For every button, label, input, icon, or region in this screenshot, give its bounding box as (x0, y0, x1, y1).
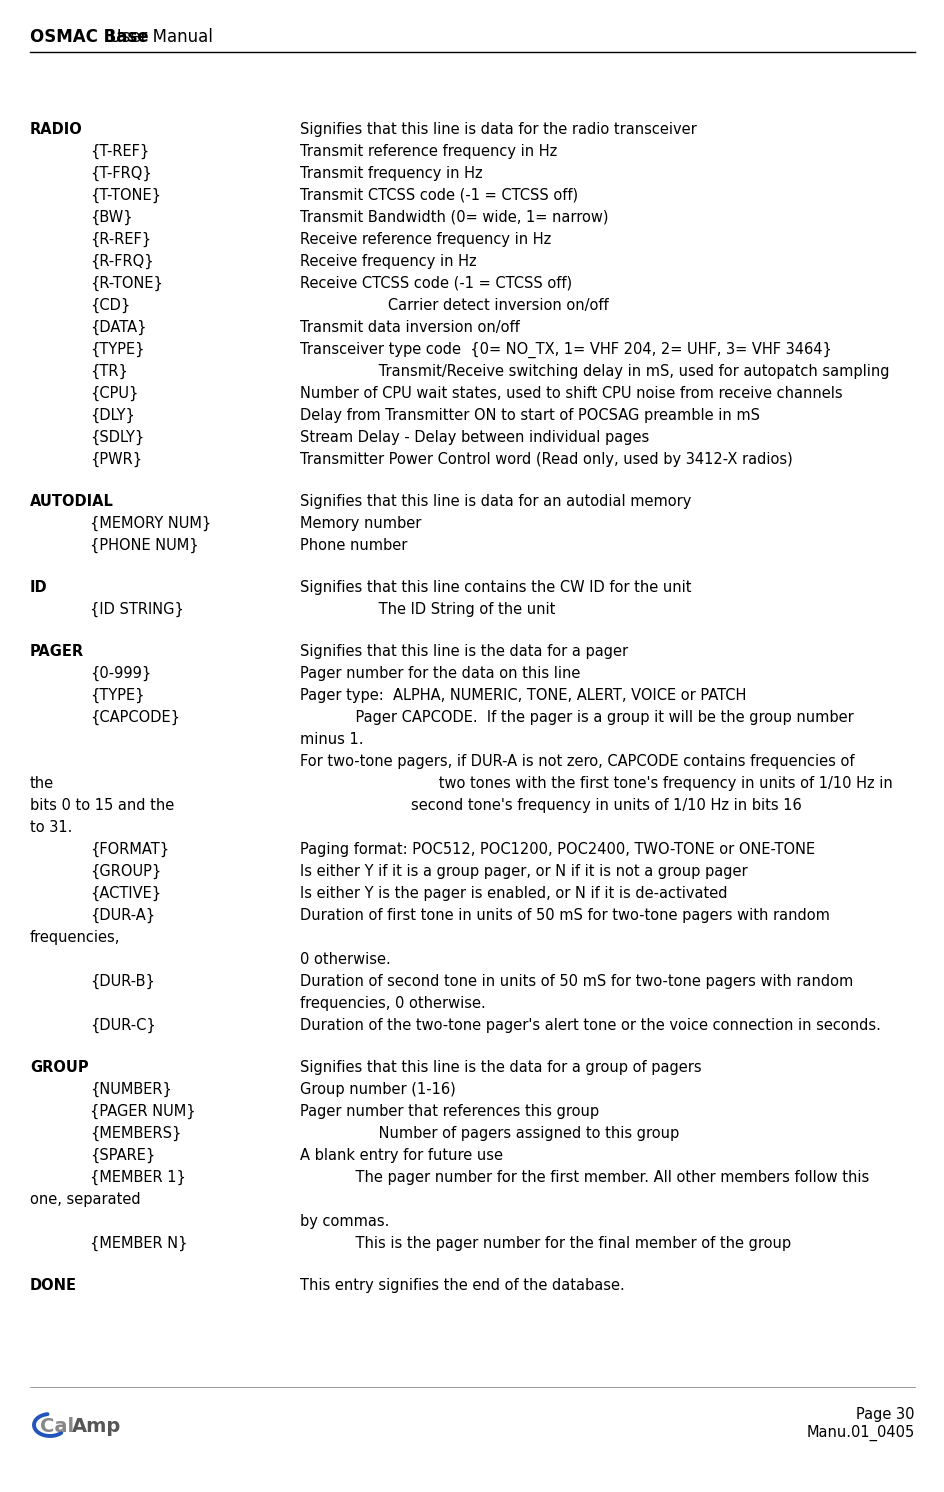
Text: Signifies that this line contains the CW ID for the unit: Signifies that this line contains the CW… (299, 580, 691, 595)
Text: {PWR}: {PWR} (90, 452, 142, 467)
Text: {PAGER NUM}: {PAGER NUM} (90, 1104, 195, 1119)
Text: the: the (30, 776, 54, 791)
Text: {CPU}: {CPU} (90, 386, 138, 401)
Text: {DUR-A}: {DUR-A} (90, 909, 155, 924)
Text: PAGER: PAGER (30, 645, 84, 659)
Text: minus 1.: minus 1. (299, 733, 363, 747)
Text: AUTODIAL: AUTODIAL (30, 494, 114, 509)
Text: Pager type:  ALPHA, NUMERIC, TONE, ALERT, VOICE or PATCH: Pager type: ALPHA, NUMERIC, TONE, ALERT,… (299, 688, 746, 703)
Text: Receive frequency in Hz: Receive frequency in Hz (299, 254, 476, 269)
Text: Stream Delay - Delay between individual pages: Stream Delay - Delay between individual … (299, 430, 649, 445)
Text: Receive CTCSS code (-1 = CTCSS off): Receive CTCSS code (-1 = CTCSS off) (299, 276, 571, 291)
Text: {BW}: {BW} (90, 210, 132, 225)
Text: Receive reference frequency in Hz: Receive reference frequency in Hz (299, 231, 550, 248)
Text: Number of pagers assigned to this group: Number of pagers assigned to this group (299, 1126, 679, 1141)
Text: Is either Y if it is a group pager, or N if it is not a group pager: Is either Y if it is a group pager, or N… (299, 864, 747, 879)
Text: one, separated: one, separated (30, 1192, 141, 1207)
Text: Transmit data inversion on/off: Transmit data inversion on/off (299, 319, 519, 336)
Text: Signifies that this line is the data for a group of pagers: Signifies that this line is the data for… (299, 1059, 700, 1076)
Text: This is the pager number for the final member of the group: This is the pager number for the final m… (299, 1235, 790, 1250)
Text: Duration of the two-tone pager's alert tone or the voice connection in seconds.: Duration of the two-tone pager's alert t… (299, 1018, 880, 1032)
Text: Page 30: Page 30 (855, 1407, 914, 1422)
Text: {MEMORY NUM}: {MEMORY NUM} (90, 516, 211, 531)
Text: {MEMBERS}: {MEMBERS} (90, 1126, 181, 1141)
Text: {FORMAT}: {FORMAT} (90, 841, 169, 858)
Text: Signifies that this line is data for an autodial memory: Signifies that this line is data for an … (299, 494, 691, 509)
Text: Carrier detect inversion on/off: Carrier detect inversion on/off (299, 298, 608, 313)
Text: Phone number: Phone number (299, 539, 407, 554)
Text: {0-999}: {0-999} (90, 665, 151, 682)
Text: Cal: Cal (40, 1417, 74, 1435)
Text: RADIO: RADIO (30, 122, 83, 137)
Text: {DLY}: {DLY} (90, 407, 135, 424)
Text: Signifies that this line is the data for a pager: Signifies that this line is the data for… (299, 645, 628, 659)
Text: User Manual: User Manual (104, 28, 213, 46)
Text: {TR}: {TR} (90, 364, 127, 379)
Text: Transceiver type code  {0= NO_TX, 1= VHF 204, 2= UHF, 3= VHF 3464}: Transceiver type code {0= NO_TX, 1= VHF … (299, 342, 831, 358)
Text: Number of CPU wait states, used to shift CPU noise from receive channels: Number of CPU wait states, used to shift… (299, 386, 842, 401)
Text: Manu.01_0405: Manu.01_0405 (806, 1425, 914, 1441)
Text: {CD}: {CD} (90, 298, 130, 313)
Text: Group number (1-16): Group number (1-16) (299, 1082, 455, 1097)
Text: {R-FRQ}: {R-FRQ} (90, 254, 154, 269)
Text: 0 otherwise.: 0 otherwise. (299, 952, 390, 967)
Text: OSMAC Base: OSMAC Base (30, 28, 148, 46)
Text: Amp: Amp (72, 1417, 121, 1435)
Text: second tone's frequency in units of 1/10 Hz in bits 16: second tone's frequency in units of 1/10… (299, 798, 801, 813)
Text: {GROUP}: {GROUP} (90, 864, 161, 879)
Text: For two-tone pagers, if DUR-A is not zero, CAPCODE contains frequencies of: For two-tone pagers, if DUR-A is not zer… (299, 753, 853, 768)
Text: {MEMBER 1}: {MEMBER 1} (90, 1170, 186, 1185)
Text: {TYPE}: {TYPE} (90, 342, 144, 357)
Text: ID: ID (30, 580, 47, 595)
Text: {TYPE}: {TYPE} (90, 688, 144, 703)
Text: The pager number for the first member. All other members follow this: The pager number for the first member. A… (299, 1170, 868, 1185)
Text: {ID STRING}: {ID STRING} (90, 601, 184, 618)
Text: Transmit frequency in Hz: Transmit frequency in Hz (299, 166, 482, 181)
Text: Delay from Transmitter ON to start of POCSAG preamble in mS: Delay from Transmitter ON to start of PO… (299, 407, 759, 424)
Text: Transmit reference frequency in Hz: Transmit reference frequency in Hz (299, 145, 557, 160)
Text: Transmit/Receive switching delay in mS, used for autopatch sampling: Transmit/Receive switching delay in mS, … (299, 364, 888, 379)
Text: to 31.: to 31. (30, 821, 73, 836)
Text: {DATA}: {DATA} (90, 319, 146, 336)
Text: The ID String of the unit: The ID String of the unit (299, 601, 555, 618)
Text: Duration of second tone in units of 50 mS for two-tone pagers with random: Duration of second tone in units of 50 m… (299, 974, 852, 989)
Text: DONE: DONE (30, 1279, 76, 1294)
Text: {CAPCODE}: {CAPCODE} (90, 710, 179, 725)
Text: {PHONE NUM}: {PHONE NUM} (90, 539, 198, 554)
Text: Transmitter Power Control word (Read only, used by 3412-X radios): Transmitter Power Control word (Read onl… (299, 452, 792, 467)
Text: {R-REF}: {R-REF} (90, 231, 151, 248)
Text: A blank entry for future use: A blank entry for future use (299, 1147, 502, 1162)
Text: by commas.: by commas. (299, 1214, 389, 1229)
Text: {R-TONE}: {R-TONE} (90, 276, 162, 291)
Text: frequencies,: frequencies, (30, 930, 120, 944)
Text: {SDLY}: {SDLY} (90, 430, 144, 445)
Text: {DUR-B}: {DUR-B} (90, 974, 155, 989)
Text: {ACTIVE}: {ACTIVE} (90, 886, 161, 901)
Text: Memory number: Memory number (299, 516, 421, 531)
Text: This entry signifies the end of the database.: This entry signifies the end of the data… (299, 1279, 624, 1294)
Text: frequencies, 0 otherwise.: frequencies, 0 otherwise. (299, 997, 485, 1012)
Text: GROUP: GROUP (30, 1059, 89, 1076)
Text: {T-REF}: {T-REF} (90, 145, 149, 160)
Text: bits 0 to 15 and the: bits 0 to 15 and the (30, 798, 174, 813)
Text: {MEMBER N}: {MEMBER N} (90, 1235, 187, 1252)
Text: two tones with the first tone's frequency in units of 1/10 Hz in: two tones with the first tone's frequenc… (299, 776, 892, 791)
Text: Pager CAPCODE.  If the pager is a group it will be the group number: Pager CAPCODE. If the pager is a group i… (299, 710, 852, 725)
Text: Is either Y is the pager is enabled, or N if it is de-activated: Is either Y is the pager is enabled, or … (299, 886, 727, 901)
Text: {T-TONE}: {T-TONE} (90, 188, 160, 203)
Text: Signifies that this line is data for the radio transceiver: Signifies that this line is data for the… (299, 122, 696, 137)
Text: Duration of first tone in units of 50 mS for two-tone pagers with random: Duration of first tone in units of 50 mS… (299, 909, 829, 924)
Text: Pager number for the data on this line: Pager number for the data on this line (299, 665, 580, 680)
Text: Paging format: POC512, POC1200, POC2400, TWO-TONE or ONE-TONE: Paging format: POC512, POC1200, POC2400,… (299, 841, 815, 856)
Text: {T-FRQ}: {T-FRQ} (90, 166, 152, 181)
Text: {SPARE}: {SPARE} (90, 1147, 155, 1164)
Text: Transmit CTCSS code (-1 = CTCSS off): Transmit CTCSS code (-1 = CTCSS off) (299, 188, 578, 203)
Text: Pager number that references this group: Pager number that references this group (299, 1104, 598, 1119)
Text: {DUR-C}: {DUR-C} (90, 1018, 156, 1032)
Text: {NUMBER}: {NUMBER} (90, 1082, 172, 1097)
Text: Transmit Bandwidth (0= wide, 1= narrow): Transmit Bandwidth (0= wide, 1= narrow) (299, 210, 608, 225)
